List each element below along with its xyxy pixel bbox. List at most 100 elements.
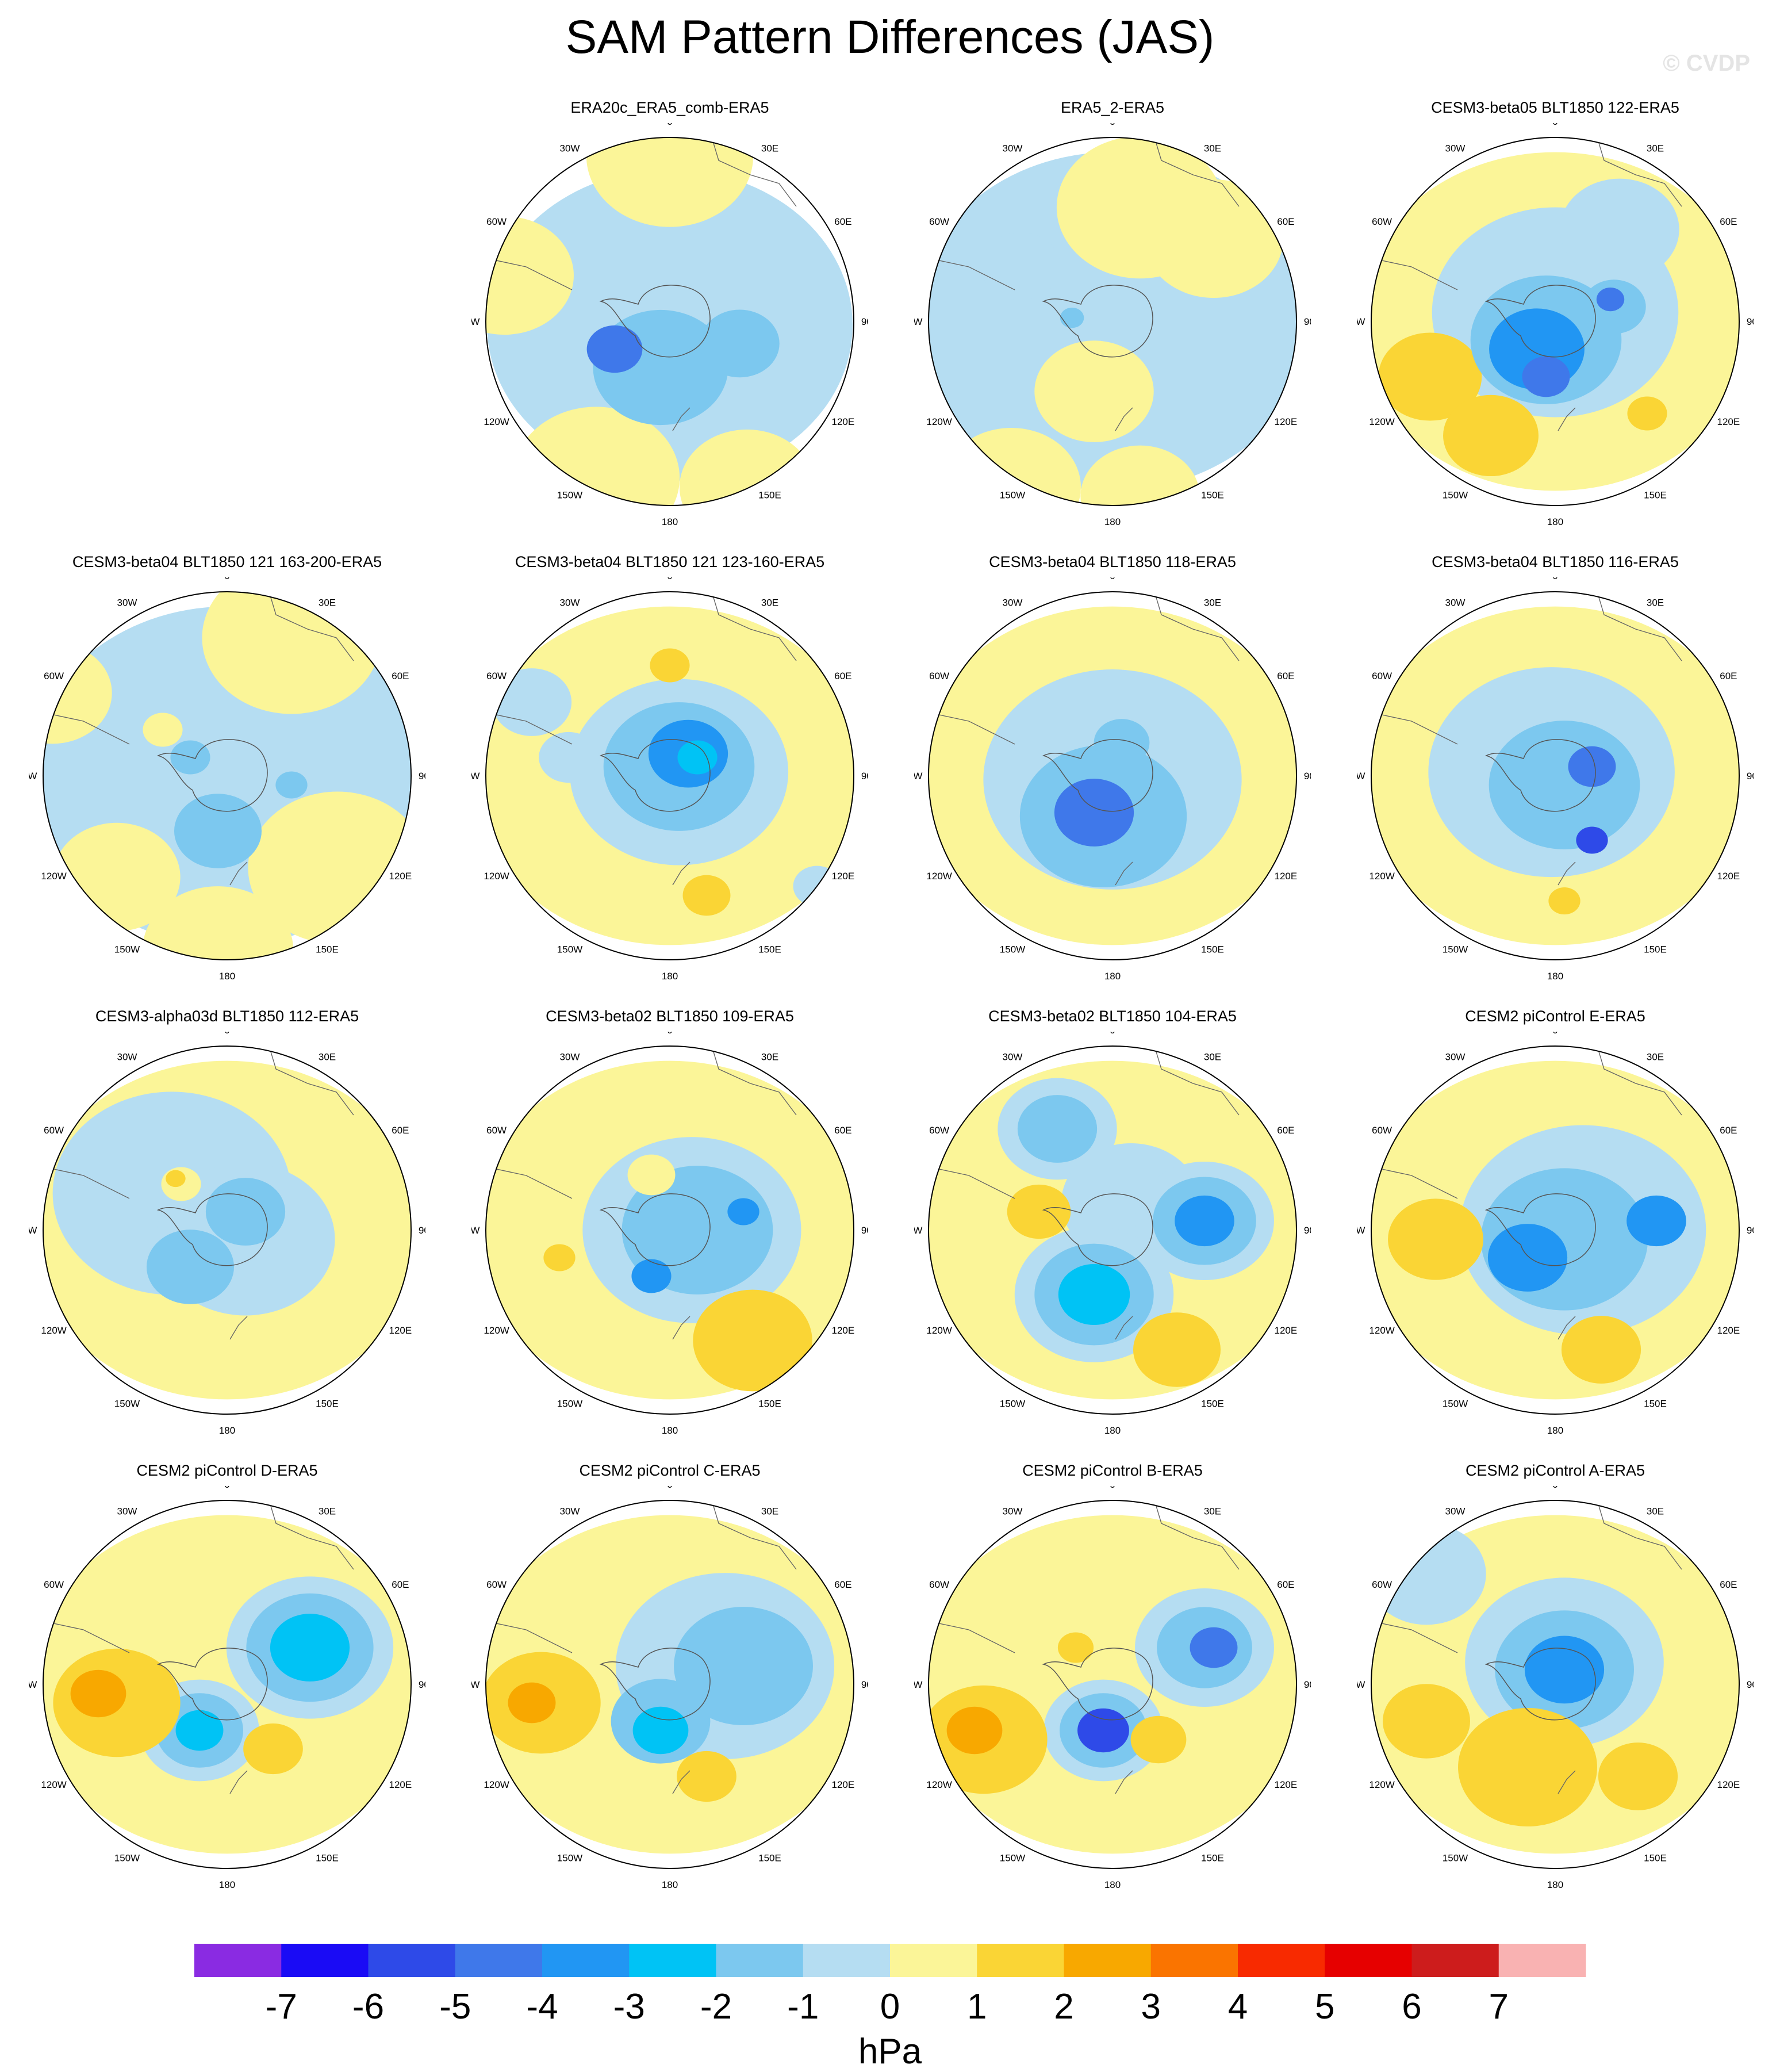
longitude-label: 60W [486, 1579, 507, 1590]
watermark: © CVDP [1663, 51, 1750, 76]
colorbar-swatch [803, 1944, 891, 1977]
longitude-label: 30W [1445, 598, 1466, 608]
longitude-label: 60E [392, 1579, 409, 1590]
longitude-label: 90W [914, 316, 922, 327]
map-border [1371, 591, 1740, 960]
antarctica-coastline [599, 1648, 711, 1721]
longitude-label: 60E [392, 671, 409, 681]
map-border [1371, 1045, 1740, 1415]
longitude-label: 30E [1204, 1052, 1221, 1063]
map-panel: CESM2 piControl A-ERA5 0 30E 60E 90E 120E 150E… [1357, 1462, 1754, 1899]
longitude-label: 120W [926, 1779, 952, 1790]
continent-coastline [790, 436, 849, 505]
panel-title: CESM2 piControl C-ERA5 [579, 1462, 761, 1479]
longitude-label: 60W [929, 671, 949, 681]
longitude-label: 90E [1304, 1679, 1311, 1690]
longitude-label: 120E [1717, 871, 1740, 882]
longitude-label: 90E [861, 771, 868, 782]
continent-coastline [709, 137, 797, 207]
longitude-label: 90E [1304, 316, 1311, 327]
longitude-label: 150E [1644, 489, 1667, 500]
panel-title: CESM3-beta05 BLT1850 122-ERA5 [1431, 99, 1679, 116]
longitude-label: 0 [1110, 1032, 1115, 1036]
longitude-label: 0 [224, 1032, 229, 1036]
colorbar-tick-label: -5 [439, 1987, 471, 2027]
longitude-label: 180 [219, 1425, 235, 1436]
longitude-label: 90W [914, 1679, 922, 1690]
map-border [485, 137, 854, 506]
colorbar-swatch [1411, 1944, 1499, 1977]
longitude-label: 90E [419, 1679, 425, 1690]
map-panel: CESM3-beta02 BLT1850 109-ERA5 0 30E 60E 90E 1… [471, 1008, 868, 1445]
map-panel: CESM2 piControl D-ERA5 0 30E 60E 90E 120E 150E… [29, 1462, 425, 1899]
longitude-label: 30E [1647, 1052, 1664, 1063]
contour-region [1487, 1224, 1568, 1292]
contour-region [693, 1289, 812, 1392]
longitude-label: 0 [667, 123, 672, 127]
colorbar-swatch [194, 1944, 282, 1977]
continent-coastline [709, 592, 797, 661]
polar-map: 0 30E 60E 90E 120E 150E 180 150W 120W 90W 60W 30W [1357, 1032, 1754, 1436]
longitude-label: 150W [114, 1398, 140, 1409]
contour-region [543, 1244, 576, 1271]
polar-map: 0 30E 60E 90E 120E 150E 180 150W 120W 90W 60W 30W [471, 1486, 868, 1890]
contour-region [980, 232, 1061, 300]
longitude-label: 150E [1644, 1398, 1667, 1409]
colorbar-swatch [1238, 1944, 1325, 1977]
longitude-label: 150W [1000, 489, 1025, 500]
continent-coastline [709, 1046, 797, 1116]
map-border [928, 591, 1297, 960]
contour-region [1094, 719, 1150, 767]
continent-coastline [1371, 1621, 1458, 1653]
longitude-label: 180 [1547, 1879, 1563, 1890]
contour-region [1598, 1742, 1678, 1810]
contour-region [1378, 332, 1482, 421]
contour-region [1190, 1627, 1238, 1668]
longitude-label: 60E [1720, 671, 1737, 681]
longitude-label: 90E [1747, 771, 1754, 782]
polar-map: 0 30E 60E 90E 120E 150E 180 150W 120W 90W 60W 30W [1357, 577, 1754, 982]
map-border [1371, 1500, 1740, 1869]
longitude-label: 150E [758, 1852, 781, 1863]
continent-coastline [1557, 1770, 1576, 1794]
longitude-label: 60W [929, 1579, 949, 1590]
colorbar-swatch [455, 1944, 543, 1977]
contour-region [1060, 307, 1084, 328]
contour-region [270, 1614, 350, 1682]
antarctica-coastline [1042, 285, 1153, 358]
map-panel: CESM2 piControl B-ERA5 0 30E 60E 90E 120E 150E… [914, 1462, 1311, 1899]
antarctica-coastline [599, 739, 711, 812]
continent-coastline [43, 1621, 130, 1653]
colorbar-unit-label: hPa [858, 2032, 922, 2071]
longitude-label: 180 [662, 971, 678, 982]
longitude-label: 150W [1000, 1852, 1025, 1863]
longitude-label: 150E [1201, 1852, 1224, 1863]
polar-map: 0 30E 60E 90E 120E 150E 180 150W 120W 90W 60W 30W [29, 1486, 425, 1890]
longitude-label: 0 [1552, 123, 1557, 127]
longitude-label: 150W [1000, 944, 1025, 955]
contour-region [1548, 887, 1580, 915]
longitude-label: 120W [484, 416, 509, 427]
longitude-label: 150E [758, 1398, 781, 1409]
contour-region [1175, 1195, 1234, 1247]
map-panel: CESM3-beta05 BLT1850 122-ERA5 0 30E 60E 90E 1… [1357, 99, 1754, 536]
colorbar-tick-label: -6 [352, 1987, 384, 2027]
map-border [1371, 137, 1740, 506]
colorbar-swatch [1498, 1944, 1586, 1977]
longitude-label: 120W [1369, 1779, 1394, 1790]
antarctica-coastline [1484, 285, 1596, 358]
colorbar-tick-label: 3 [1141, 1987, 1161, 2027]
map-panel: ERA20c_ERA5_comb-ERA5 0 30E 60E 90E 120E 150E 1… [471, 99, 868, 536]
longitude-label: 60E [1720, 1125, 1737, 1136]
longitude-label: 150W [1443, 489, 1468, 500]
continent-coastline [672, 1316, 690, 1340]
contour-region [1524, 1636, 1605, 1704]
continent-coastline [486, 258, 573, 290]
longitude-label: 120E [1275, 416, 1298, 427]
contour-region [682, 875, 731, 916]
continent-coastline [43, 712, 130, 745]
colorbar-swatch [1325, 1944, 1412, 1977]
longitude-label: 30E [761, 598, 778, 608]
continent-coastline [1152, 1500, 1240, 1570]
map-panel: CESM3-beta04 BLT1850 121 123-160-ERA5 0 30… [471, 553, 868, 990]
